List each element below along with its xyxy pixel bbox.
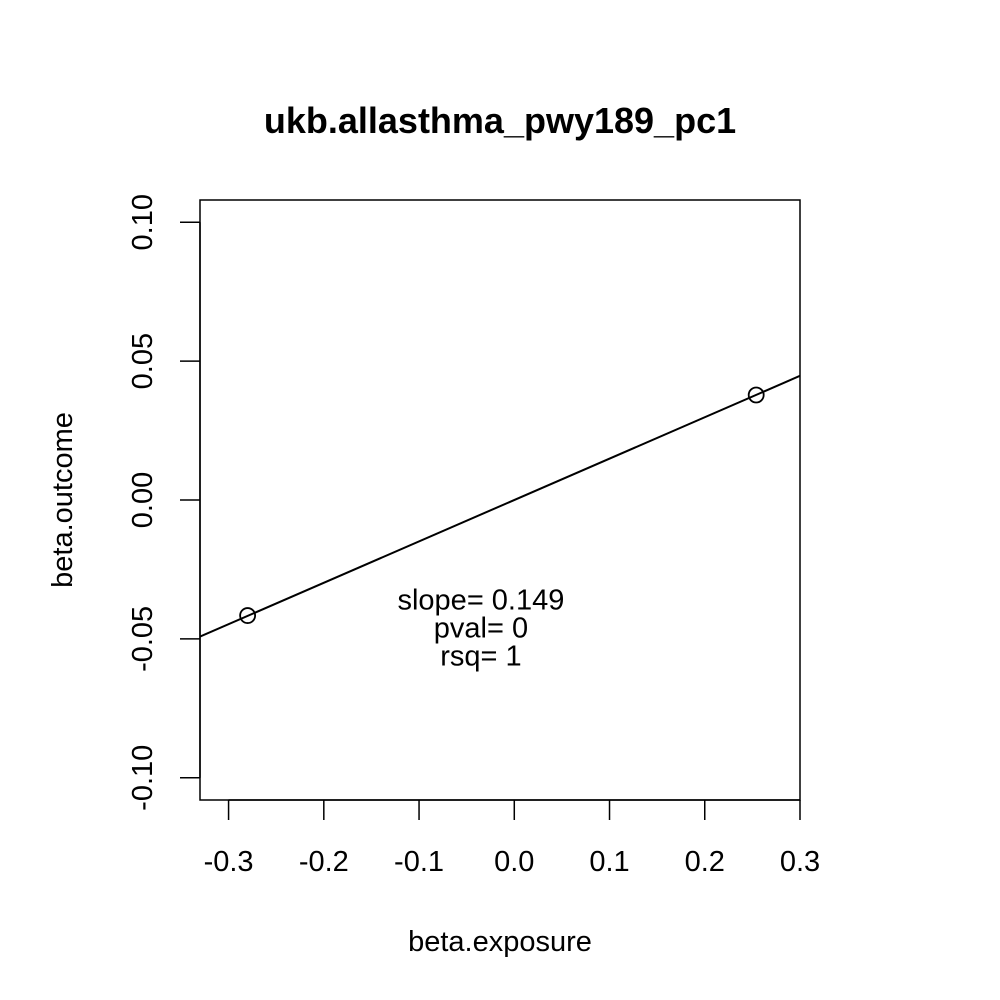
y-tick-label: 0.10: [127, 194, 159, 250]
y-axis-label: beta.outcome: [47, 412, 79, 588]
x-tick-label: 0.0: [494, 846, 534, 878]
chart-title: ukb.allasthma_pwy189_pc1: [264, 100, 736, 141]
y-axis: -0.10 -0.05 0.00 0.05 0.10: [127, 194, 201, 811]
y-tick-label: -0.05: [127, 606, 159, 672]
annotation-line: rsq= 1: [440, 641, 521, 673]
x-axis-label: beta.exposure: [408, 926, 592, 958]
y-tick-label: -0.10: [127, 745, 159, 811]
x-tick-label: -0.3: [204, 846, 254, 878]
annotation-line: slope= 0.149: [397, 585, 564, 617]
data-point: [239, 607, 257, 624]
x-axis: -0.3 -0.2 -0.1 0.0 0.1 0.2 0.3: [204, 799, 820, 878]
data-point: [747, 386, 765, 404]
regression-line: [200, 374, 800, 638]
x-tick-label: -0.1: [394, 846, 444, 878]
y-tick-label: 0.00: [127, 472, 159, 528]
y-tick-label: 0.05: [127, 333, 159, 389]
plot-area: [200, 374, 800, 638]
x-tick-label: 0.1: [589, 846, 629, 878]
x-tick-label: 0.2: [685, 846, 725, 878]
x-tick-label: 0.3: [780, 846, 820, 878]
x-tick-label: -0.2: [299, 846, 349, 878]
annotation-line: pval= 0: [434, 613, 528, 645]
